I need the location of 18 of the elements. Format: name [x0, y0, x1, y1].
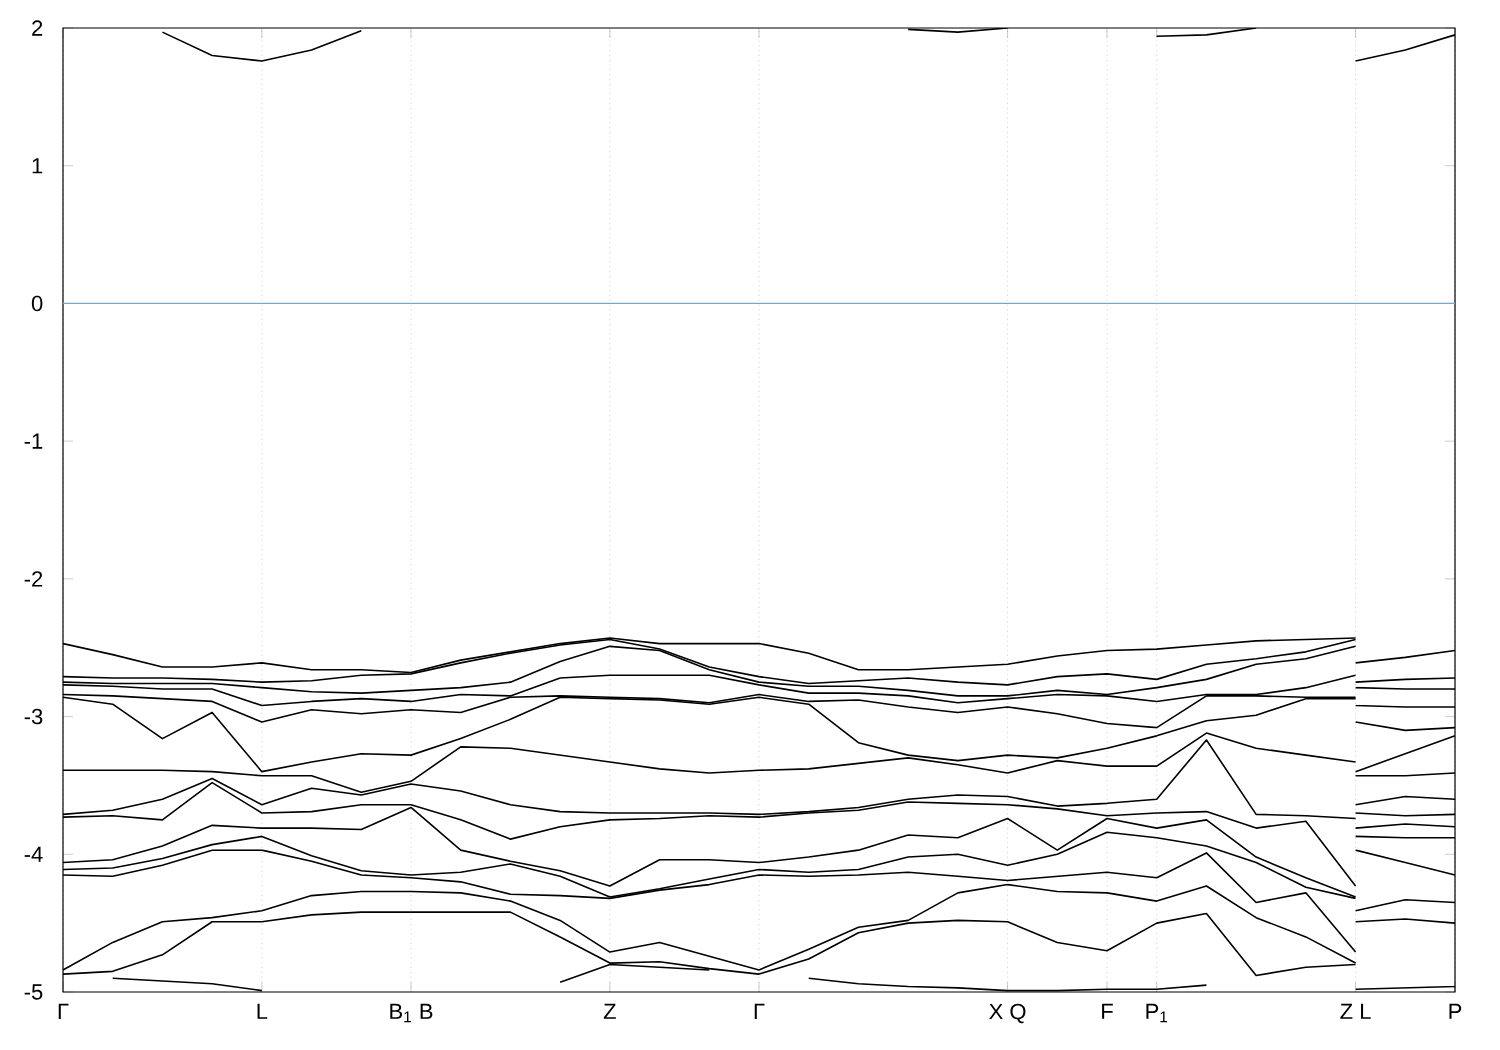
x-tick-label: Γ — [58, 1003, 69, 1019]
x-tick-label: B$_{1}$ B — [390, 1003, 433, 1023]
y-tick-label: -2 — [24, 571, 43, 587]
x-tick-label: L — [257, 1003, 268, 1019]
x-tick-label: X Q — [989, 1003, 1026, 1024]
y-tick-label: 2 — [32, 20, 43, 36]
y-tick-label: -5 — [24, 984, 43, 1000]
y-tick-label: -1 — [24, 433, 43, 449]
x-tick-label: F — [1102, 1003, 1113, 1019]
x-tick-label: P — [1449, 1003, 1462, 1019]
x-tick-label: Z L — [1340, 1003, 1371, 1019]
y-tick-label: 1 — [32, 158, 43, 174]
y-tick-label: -3 — [24, 708, 43, 725]
x-tick-label: P$_{1}$ — [1146, 1003, 1168, 1023]
y-tick-label: -4 — [24, 846, 43, 862]
x-tick-label: Z — [603, 1003, 616, 1019]
y-tick-label: 0 — [31, 295, 43, 312]
x-tick-label: Γ — [754, 1003, 765, 1019]
